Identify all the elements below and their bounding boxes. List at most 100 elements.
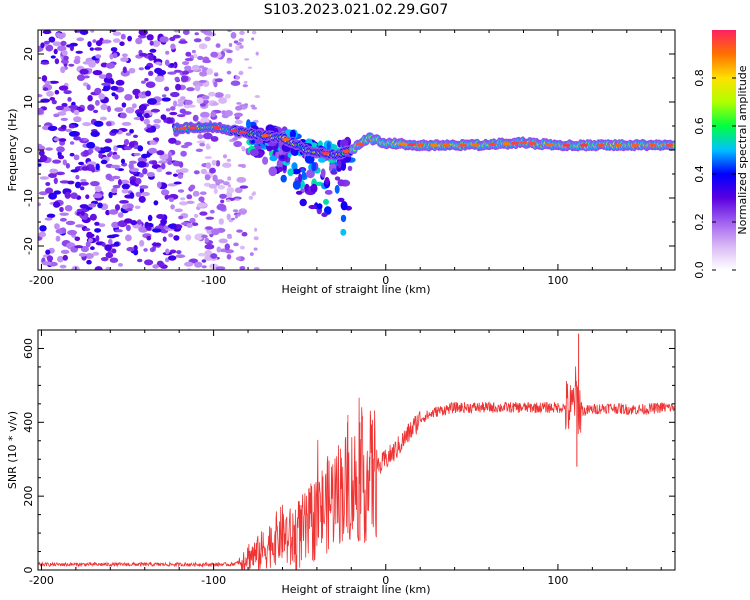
heatmap-cell <box>247 66 253 69</box>
heatmap-cell <box>340 161 347 171</box>
heatmap-cell <box>343 156 351 163</box>
heatmap-cell <box>91 167 96 173</box>
heatmap-cell <box>186 200 195 204</box>
heatmap-cell <box>175 83 182 91</box>
heatmap-cell <box>233 140 243 148</box>
heatmap-cell <box>224 110 233 117</box>
heatmap-cell <box>167 160 173 165</box>
heatmap-cell <box>227 184 232 188</box>
heatmap-cell <box>124 94 133 101</box>
heatmap-cell <box>151 246 156 252</box>
heatmap-cell <box>202 132 213 140</box>
heatmap-cell <box>519 141 528 145</box>
heatmap-cell <box>192 114 199 122</box>
heatmap-cell <box>45 182 51 186</box>
heatmap-cell <box>51 99 57 105</box>
heatmap-cell <box>138 195 146 203</box>
heatmap-cell <box>210 51 219 58</box>
colorbar-tick-label: 0.2 <box>693 213 706 231</box>
heatmap-cell <box>125 107 135 114</box>
heatmap-cell <box>103 77 114 84</box>
heatmap-cell <box>46 90 54 97</box>
colorbar-tick-label: 0.0 <box>693 261 706 279</box>
heatmap-cell <box>47 125 58 131</box>
heatmap-cell <box>143 118 150 125</box>
heatmap-cell <box>94 228 102 233</box>
heatmap-cell <box>94 146 101 152</box>
heatmap-cell <box>165 171 172 175</box>
heatmap-cell <box>92 193 103 199</box>
heatmap-cell <box>73 58 81 65</box>
heatmap-cell <box>218 218 224 225</box>
heatmap-cell <box>226 49 233 54</box>
heatmap-cell <box>276 158 284 169</box>
heatmap-cell <box>134 205 141 209</box>
heatmap-cell <box>340 228 347 236</box>
heatmap-cell <box>510 141 519 145</box>
heatmap-cell <box>154 61 162 65</box>
heatmap-cell <box>140 80 146 84</box>
heatmap-cell <box>86 141 96 149</box>
heatmap-cell <box>121 163 127 167</box>
heatmap-cell <box>224 249 234 254</box>
colorbar: 0.0 0.2 0.4 0.6 0.8 Normalized spectral ampl… <box>693 30 749 279</box>
heatmap-cell <box>78 161 85 166</box>
heatmap-cell <box>269 155 278 162</box>
heatmap-cell <box>43 40 51 45</box>
heatmap-cell <box>60 249 70 254</box>
heatmap-cell <box>135 191 142 197</box>
heatmap-cell <box>239 46 244 49</box>
heatmap-cell <box>597 143 605 147</box>
heatmap-cell <box>105 173 113 180</box>
heatmap-cell <box>230 32 237 39</box>
heatmap-cell <box>233 242 239 247</box>
heatmap-cell <box>174 208 183 213</box>
heatmap-cell <box>81 215 88 220</box>
heatmap-cell <box>127 35 132 42</box>
heatmap-cell <box>75 224 85 228</box>
heatmap-x-tick-label: 100 <box>547 274 568 287</box>
colorbar-label: Normalized spectral amplitude <box>736 65 749 234</box>
heatmap-cell <box>176 114 186 118</box>
heatmap-cell <box>55 229 63 234</box>
heatmap-cell <box>150 108 161 113</box>
heatmap-cell <box>137 34 147 39</box>
heatmap-cell <box>211 102 219 106</box>
heatmap-cell <box>194 233 203 241</box>
heatmap-cell <box>178 161 184 168</box>
heatmap-cell <box>200 117 210 125</box>
heatmap-cell <box>279 154 285 160</box>
heatmap-cell <box>67 97 72 102</box>
heatmap-cell <box>204 250 212 256</box>
heatmap-cell <box>232 209 239 213</box>
heatmap-cell <box>330 170 338 175</box>
heatmap-cell <box>48 192 57 200</box>
heatmap-cell <box>126 247 135 252</box>
heatmap-cell <box>186 87 195 92</box>
heatmap-cell <box>180 150 187 157</box>
heatmap-cell <box>88 203 97 208</box>
heatmap-cell <box>92 39 97 43</box>
heatmap-cell <box>193 53 198 59</box>
heatmap-cell <box>249 252 254 256</box>
heatmap-cell <box>238 70 244 76</box>
heatmap-cell <box>45 249 51 255</box>
heatmap-cell <box>87 95 93 102</box>
heatmap-x-tick-label: -100 <box>201 274 226 287</box>
heatmap-cell <box>63 55 69 61</box>
heatmap-cell <box>222 162 232 168</box>
heatmap-cell <box>146 235 152 241</box>
heatmap-cell <box>129 192 135 199</box>
heatmap-cell <box>122 66 127 74</box>
heatmap-cell <box>189 184 196 190</box>
heatmap-cell <box>185 51 192 57</box>
heatmap-cell <box>92 70 103 76</box>
heatmap-cell <box>110 164 121 169</box>
heatmap-cell <box>154 75 165 83</box>
heatmap-cell <box>198 80 207 83</box>
heatmap-cell <box>206 68 214 75</box>
heatmap-cell <box>42 30 52 35</box>
heatmap-cell <box>116 144 124 148</box>
heatmap-cell <box>232 137 238 141</box>
heatmap-cell <box>49 168 58 174</box>
